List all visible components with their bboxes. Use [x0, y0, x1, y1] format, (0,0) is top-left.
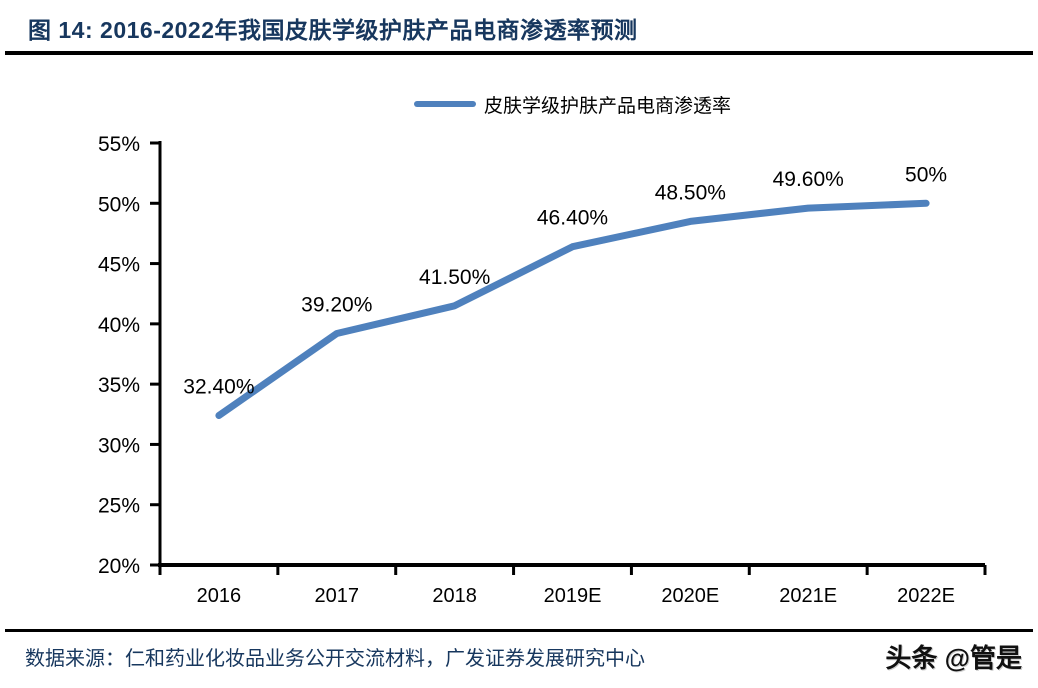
y-tick-label: 30% — [98, 434, 140, 457]
data-label: 46.40% — [537, 207, 608, 230]
legend-line-swatch — [413, 101, 476, 107]
x-tick-label: 2021E — [779, 585, 837, 607]
title-divider — [5, 51, 1033, 55]
x-tick-label: 2017 — [315, 585, 360, 607]
legend-label: 皮肤学级护肤产品电商渗透率 — [483, 95, 731, 117]
x-tick-label: 2016 — [197, 585, 242, 607]
y-tick-label: 35% — [98, 374, 140, 397]
series-line — [215, 199, 930, 419]
y-tick-label: 25% — [98, 495, 140, 518]
x-tick-label: 2022E — [897, 585, 955, 607]
x-tick-label: 2018 — [432, 585, 477, 607]
data-label: 50% — [905, 163, 947, 186]
y-tick-label: 40% — [98, 314, 140, 337]
y-tick-label: 20% — [98, 555, 140, 578]
footer-divider — [5, 629, 1033, 632]
y-tick-label: 55% — [98, 133, 140, 156]
figure-title: 图 14: 2016-2022年我国皮肤学级护肤产品电商渗透率预测 — [28, 17, 638, 43]
data-label: 32.40% — [183, 375, 254, 398]
x-tick-label: 2020E — [661, 585, 719, 607]
watermark: 头条 @管是 — [885, 643, 1022, 673]
data-label: 41.50% — [419, 266, 490, 289]
x-tick-label: 2019E — [544, 585, 602, 607]
legend: 皮肤学级护肤产品电商渗透率 — [160, 92, 985, 117]
source-note: 数据来源：仁和药业化妆品业务公开交流材料，广发证券发展研究中心 — [25, 648, 645, 670]
data-label: 39.20% — [301, 294, 372, 317]
data-label: 48.50% — [655, 181, 726, 204]
data-label: 49.60% — [773, 168, 844, 191]
y-tick-label: 45% — [98, 254, 140, 277]
y-tick-label: 50% — [98, 193, 140, 216]
